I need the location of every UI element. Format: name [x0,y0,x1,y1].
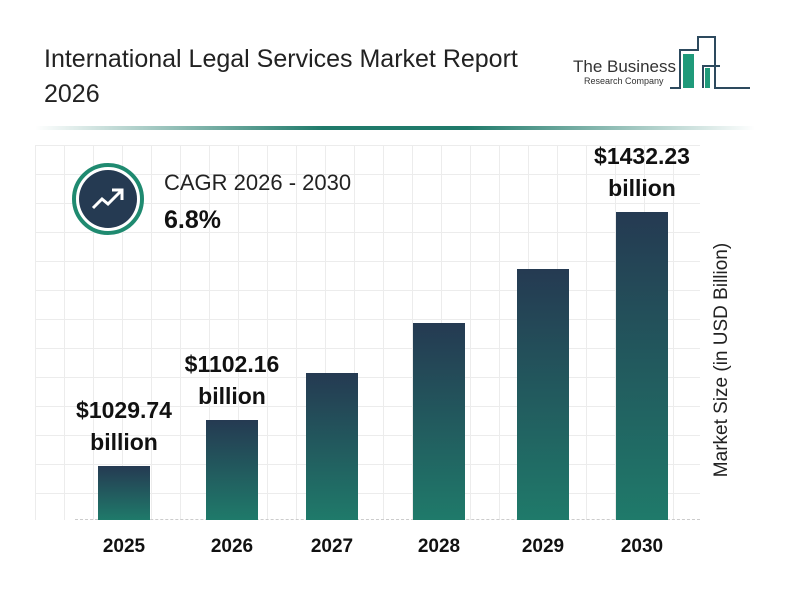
company-logo: The Business Research Company [573,36,750,89]
svg-text:Research Company: Research Company [584,76,664,86]
x-tick-label: 2029 [521,536,565,557]
bar-2025 [98,466,150,520]
data-label-line1: $1102.16 [184,351,280,378]
data-label-line2: billion [608,175,676,202]
x-tick-label: 2026 [210,536,254,557]
data-label-line2: billion [198,383,266,410]
data-label: $1102.16 billion [162,348,302,412]
data-label: $1432.23 billion [572,140,712,204]
bar-2028 [413,322,465,520]
bar-2027 [306,373,358,520]
data-label-line1: $1029.74 [76,397,172,424]
page-title: International Legal Services Market Repo… [44,45,518,108]
x-tick-label: 2030 [620,536,664,557]
chart-grid [35,145,700,520]
x-tick-label: 2027 [310,536,354,557]
bar-2030 [616,212,668,520]
data-label-line1: $1432.23 [594,143,690,170]
svg-text:The Business: The Business [573,57,676,76]
cagr-value: 6.8% [164,206,221,234]
trending-up-icon [72,163,144,235]
x-tick-label: 2028 [417,536,461,557]
cagr-label: CAGR 2026 - 2030 [164,170,352,195]
data-label-line2: billion [90,429,158,456]
bar-2029 [517,268,569,520]
data-label: $1029.74 billion [54,394,194,458]
y-axis-label: Market Size (in USD Billion) [711,242,732,478]
chart-baseline [75,519,700,520]
x-tick-label: 2025 [102,536,146,557]
bar-2026 [206,420,258,520]
header-divider [35,126,755,130]
